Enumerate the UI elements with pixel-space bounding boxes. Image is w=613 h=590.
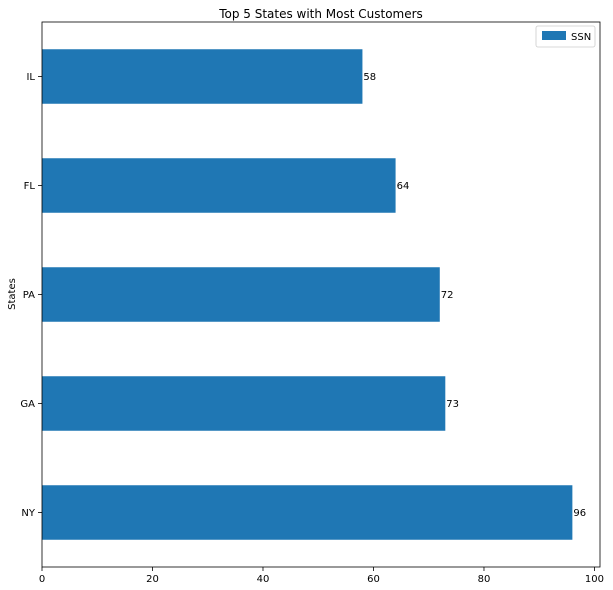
x-tick-label-0: 0 xyxy=(39,574,45,585)
bar-il xyxy=(42,49,363,104)
data-label-ga: 73 xyxy=(446,399,459,410)
x-tick-label-80: 80 xyxy=(478,574,491,585)
data-labels-group: 96 73 72 64 58 xyxy=(363,72,586,519)
x-tick-label-40: 40 xyxy=(257,574,270,585)
bar-ga xyxy=(42,376,446,431)
y-tick-label-ny: NY xyxy=(21,508,35,519)
x-tick-label-60: 60 xyxy=(367,574,380,585)
bar-fl xyxy=(42,158,396,213)
x-axis-ticks: 0 20 40 60 80 100 xyxy=(39,567,604,585)
legend: SSN xyxy=(535,25,596,48)
y-tick-label-fl: FL xyxy=(24,181,36,192)
data-label-pa: 72 xyxy=(441,290,454,301)
y-axis-ticks: NY GA PA FL IL xyxy=(20,72,42,519)
y-tick-label-ga: GA xyxy=(20,399,35,410)
plot-area-frame xyxy=(41,21,601,568)
data-label-fl: 64 xyxy=(397,181,410,192)
bar-pa xyxy=(42,267,440,322)
legend-label: SSN xyxy=(571,32,591,43)
y-tick-label-pa: PA xyxy=(23,290,35,301)
y-tick-label-il: IL xyxy=(26,72,35,83)
data-label-ny: 96 xyxy=(573,508,586,519)
bar-ny xyxy=(42,485,573,540)
legend-swatch xyxy=(542,31,566,40)
chart-title: Top 5 States with Most Customers xyxy=(218,7,423,21)
x-tick-label-100: 100 xyxy=(585,574,604,585)
data-label-il: 58 xyxy=(363,72,376,83)
bars-group xyxy=(42,49,573,540)
y-axis-label: States xyxy=(7,278,18,310)
x-tick-label-20: 20 xyxy=(146,574,159,585)
